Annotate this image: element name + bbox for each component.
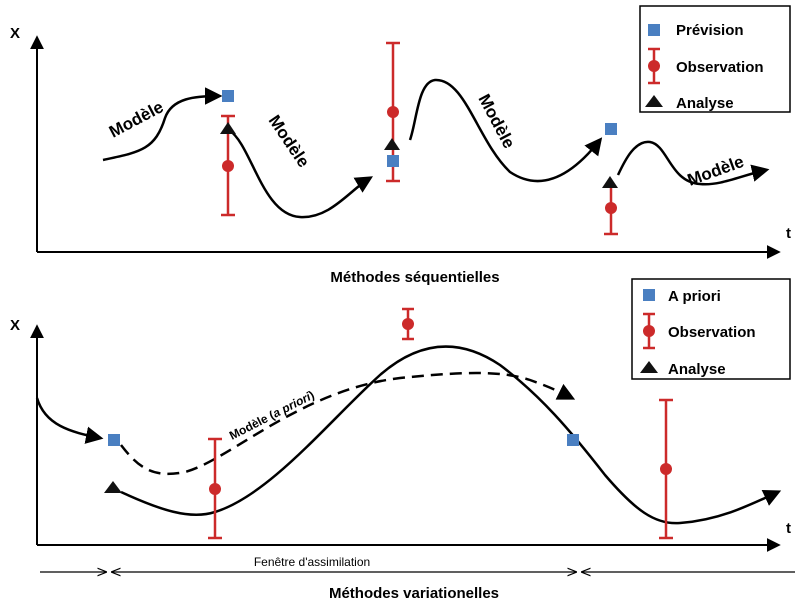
legend-analysis-label: Analyse (668, 361, 726, 378)
forecast-marker (222, 90, 234, 102)
sequential-panel: X t Modèle Modèle Modèle Modèle (10, 5, 791, 286)
legend-prior-swatch (643, 289, 655, 301)
model-trajectory-2 (228, 128, 374, 219)
legend-forecast-swatch (648, 24, 660, 36)
bottom-legend: A priori Observation Analyse (631, 278, 791, 380)
legend-prior-label: A priori (668, 288, 721, 305)
legend-observation-label: Observation (676, 59, 764, 76)
model-label-2: Modèle (265, 112, 313, 171)
sequential-title: Méthodes séquentielles (330, 269, 499, 286)
forecast-marker (387, 155, 399, 167)
top-legend: Prévision Observation Analyse (639, 5, 791, 113)
bottom-y-axis-label: X (10, 317, 20, 334)
prior-incoming-trajectory (35, 397, 104, 444)
model-trajectory-3 (408, 78, 603, 183)
legend-analysis-swatch (645, 95, 663, 107)
prior-marker (108, 434, 120, 446)
legend-analysis-swatch (640, 361, 658, 373)
legend-observation-swatch (648, 47, 660, 85)
legend-analysis-label: Analyse (676, 95, 734, 112)
forecast-marker (605, 123, 617, 135)
legend-observation-swatch (643, 312, 655, 350)
legend-forecast-label: Prévision (676, 22, 744, 39)
model-label-3: Modèle (474, 91, 518, 152)
top-x-axis-label: t (786, 225, 791, 242)
variational-panel: X t Modèle (a priori) (10, 278, 795, 602)
analysis-marker (220, 122, 236, 134)
prior-model-trajectory (120, 371, 576, 476)
analysis-marker (602, 176, 618, 188)
assimilation-window-label: Fenêtre d'assimilation (254, 555, 370, 569)
prior-model-label: Modèle (a priori) (227, 388, 317, 443)
analysis-marker (384, 138, 400, 150)
variational-title: Méthodes variationelles (329, 585, 499, 602)
legend-observation-label: Observation (668, 324, 756, 341)
model-trajectory-4 (616, 140, 770, 186)
prior-marker (567, 434, 579, 446)
observation-marker (208, 437, 222, 540)
analysis-marker (104, 481, 122, 493)
observation-marker (659, 398, 673, 540)
model-trajectory-1 (102, 87, 223, 162)
observation-marker (402, 307, 414, 341)
observation-marker (604, 183, 618, 236)
bottom-x-axis-label: t (786, 520, 791, 537)
top-y-axis-label: X (10, 25, 20, 42)
